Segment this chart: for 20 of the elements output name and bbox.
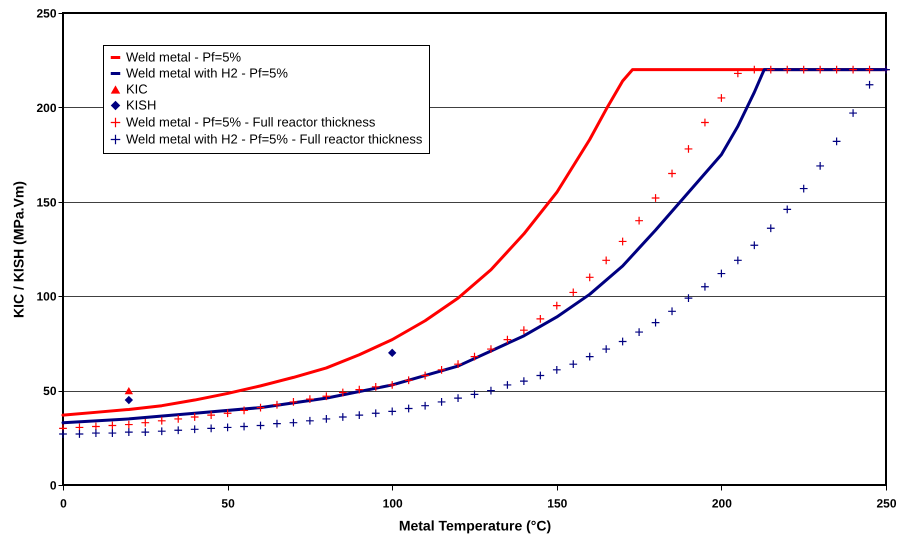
legend-label: KISH (126, 98, 156, 112)
x-axis-title: Metal Temperature (°C) (398, 518, 552, 534)
x-tick-label: 150 (547, 496, 568, 510)
y-tick-label: 250 (36, 6, 57, 20)
legend-label: KIC (126, 82, 148, 96)
y-tick-label: 100 (36, 290, 57, 304)
legend-label: Weld metal - Pf=5% - Full reactor thickness (126, 114, 376, 130)
legend-label: Weld metal with H2 - Pf=5% (126, 66, 288, 80)
y-tick-label: 50 (43, 384, 57, 398)
y-axis-title: KIC / KISH (MPa.Vm) (10, 181, 26, 318)
legend-label: Weld metal - Pf=5% (126, 50, 242, 64)
x-tick-label: 100 (382, 496, 404, 510)
x-tick-label: 50 (221, 496, 236, 510)
x-tick-label: 200 (712, 496, 732, 510)
y-tick-label: 200 (36, 100, 57, 115)
legend-label: Weld metal with H2 - Pf=5% - Full reactor thickness (126, 132, 423, 146)
y-tick-label: 150 (36, 195, 57, 210)
x-tick-label: 250 (876, 496, 897, 510)
x-tick-label: 0 (60, 496, 68, 510)
y-tick-label: 0 (50, 478, 57, 492)
